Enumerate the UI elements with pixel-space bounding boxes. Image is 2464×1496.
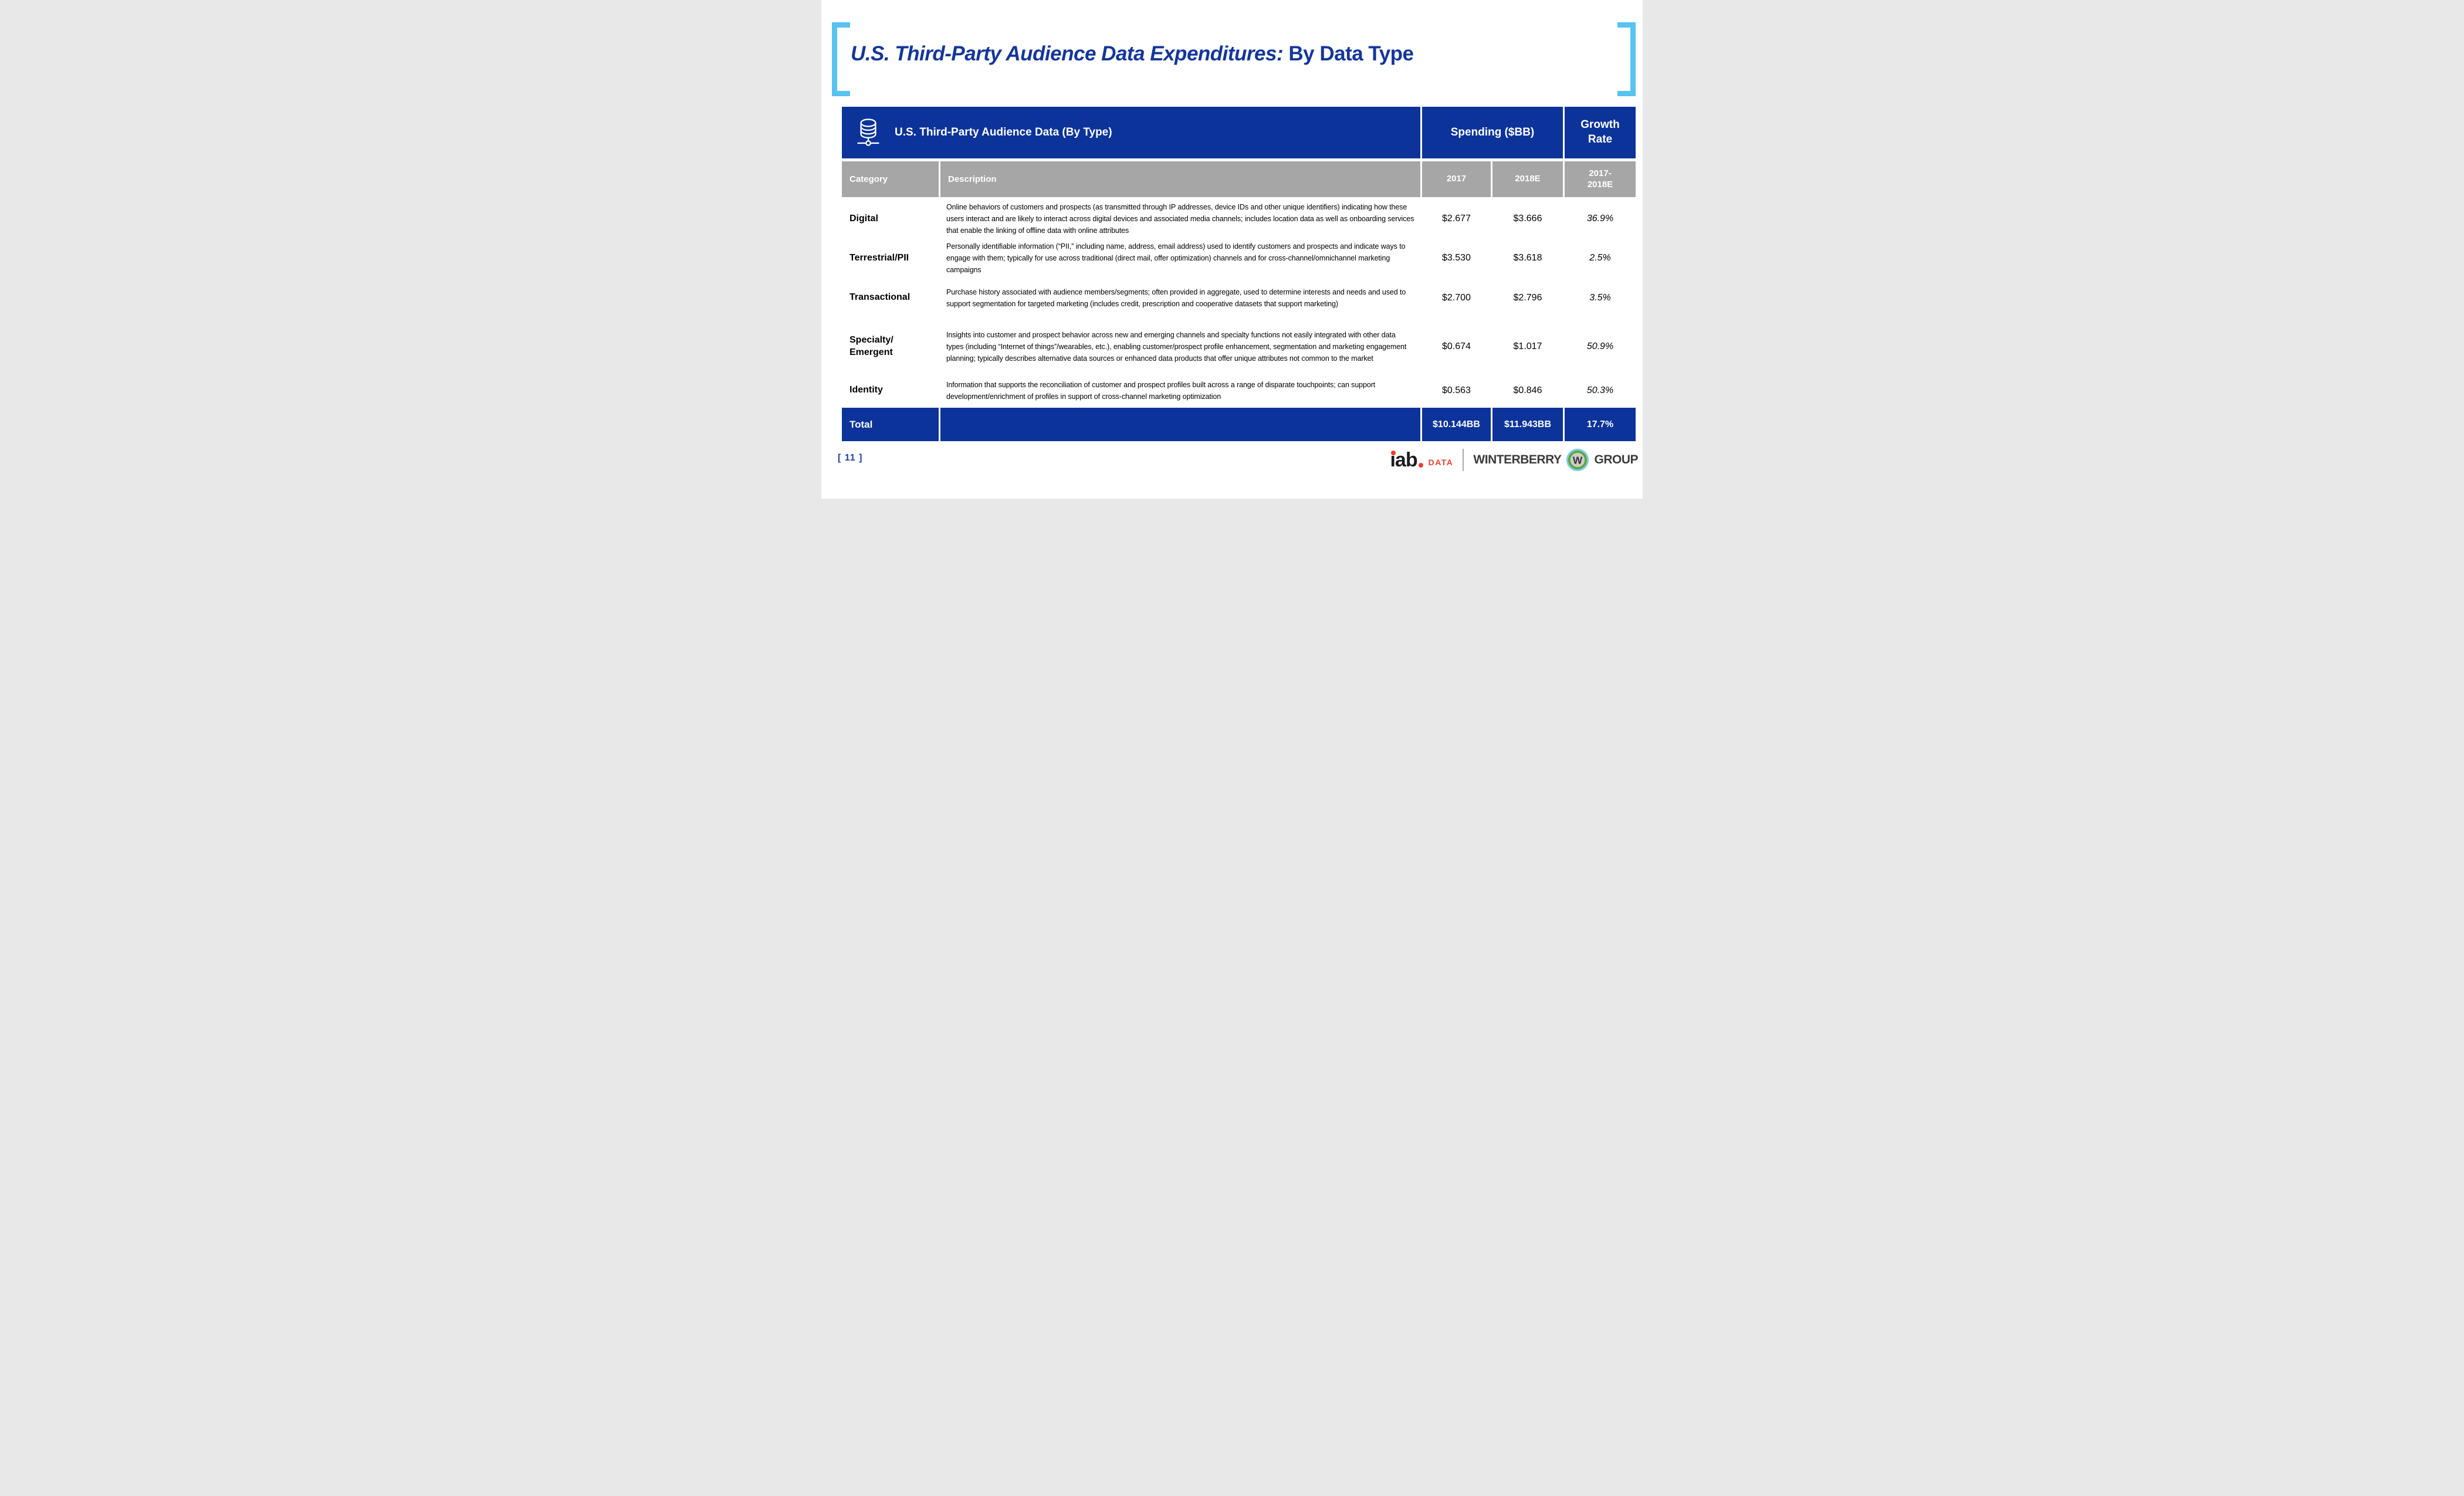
spend-2018e-value: $1.017 (1513, 341, 1542, 351)
winterberry-w-badge-icon: W (1566, 448, 1589, 472)
growth-rate-value: 3.5% (1589, 292, 1611, 303)
total-label: Total (842, 408, 939, 441)
spend-2018e-value: $3.666 (1513, 214, 1542, 224)
logo-divider (1463, 449, 1464, 471)
table-row-transactional: Transactional Purchase history associate… (842, 277, 1636, 319)
table-row-specialty-emergent: Specialty/ Emergent Insights into custom… (842, 319, 1636, 374)
spend-2017-value: $3.530 (1442, 253, 1471, 263)
group-header-data-type: U.S. Third-Party Audience Data (By Type) (842, 107, 1420, 158)
group-header-growth-rate: Growth Rate (1565, 107, 1636, 158)
table-row-terrestrial-pii: Terrestrial/PII Personally identifiable … (842, 239, 1636, 277)
title-emphasis: U.S. Third-Party Audience Data Expenditu… (851, 42, 1289, 65)
spend-2017-value: $2.700 (1442, 292, 1471, 303)
spend-2017-value: $0.563 (1442, 385, 1471, 395)
spend-2018e-value: $3.618 (1513, 253, 1542, 263)
spend-2018e-value: $0.846 (1513, 385, 1542, 395)
category-label: Identity (849, 385, 883, 395)
column-header-description: Description (940, 161, 1420, 197)
iab-data-logo: iab DATA (1390, 450, 1454, 470)
right-bracket-decoration (1617, 22, 1636, 96)
growth-rate-value: 50.3% (1586, 385, 1614, 395)
column-header-2018e: 2018E (1492, 161, 1563, 197)
iab-red-period-dot (1418, 463, 1423, 468)
description-text: Online behaviors of customers and prospe… (946, 203, 1414, 235)
spend-2017-value: $2.677 (1442, 214, 1471, 224)
description-text: Insights into customer and prospect beha… (946, 330, 1407, 363)
database-icon (857, 119, 879, 146)
description-text: Personally identifiable information (“PI… (946, 242, 1406, 274)
table-group-header-row: U.S. Third-Party Audience Data (By Type)… (842, 107, 1636, 158)
category-label: Specialty/ Emergent (849, 334, 893, 357)
table-row-digital: Digital Online behaviors of customers an… (842, 198, 1636, 239)
description-text: Information that supports the reconcilia… (946, 380, 1376, 401)
data-table: U.S. Third-Party Audience Data (By Type)… (842, 107, 1636, 441)
winterberry-text: WINTERBERRY (1473, 453, 1562, 466)
iab-data-label: DATA (1428, 458, 1454, 467)
total-growth-rate: 17.7% (1565, 408, 1636, 441)
page-title: U.S. Third-Party Audience Data Expenditu… (851, 42, 1414, 66)
spend-2018e-value: $2.796 (1513, 292, 1542, 303)
description-text: Purchase history associated with audienc… (946, 287, 1406, 308)
left-bracket-decoration (832, 22, 850, 96)
total-spend-2018e: $11.943BB (1492, 408, 1563, 441)
slide: U.S. Third-Party Audience Data Expenditu… (821, 0, 1643, 499)
table-total-row: Total $10.144BB $11.943BB 17.7% (842, 408, 1636, 441)
group-header-label: U.S. Third-Party Audience Data (By Type) (895, 126, 1112, 138)
footer-logos: iab DATA WINTERBERRY W GROUP (1390, 444, 1638, 476)
group-header-spending: Spending ($BB) (1422, 107, 1563, 158)
table-column-header-row: Category Description 2017 2018E 2017- 20… (842, 161, 1636, 197)
title-suffix: By Data Type (1288, 42, 1414, 65)
spend-2017-value: $0.674 (1442, 341, 1471, 351)
category-label: Digital (849, 213, 878, 224)
column-header-2017: 2017 (1422, 161, 1491, 197)
svg-text:W: W (1573, 454, 1583, 466)
total-spend-2017: $10.144BB (1422, 408, 1491, 441)
category-label: Terrestrial/PII (849, 252, 909, 263)
page-number: [ 11 ] (838, 453, 863, 463)
total-spacer-cell (940, 408, 1420, 441)
winterberry-group-logo: WINTERBERRY W GROUP (1473, 448, 1638, 472)
group-text: GROUP (1594, 453, 1638, 466)
growth-rate-value: 36.9% (1586, 214, 1614, 224)
table-row-identity: Identity Information that supports the r… (842, 374, 1636, 407)
category-label: Transactional (849, 292, 911, 303)
column-header-2017-2018e: 2017- 2018E (1565, 161, 1636, 197)
growth-rate-value: 2.5% (1589, 253, 1611, 263)
iab-red-tittle (1391, 451, 1396, 455)
growth-rate-value: 50.9% (1586, 341, 1614, 351)
column-header-category: Category (842, 161, 939, 197)
